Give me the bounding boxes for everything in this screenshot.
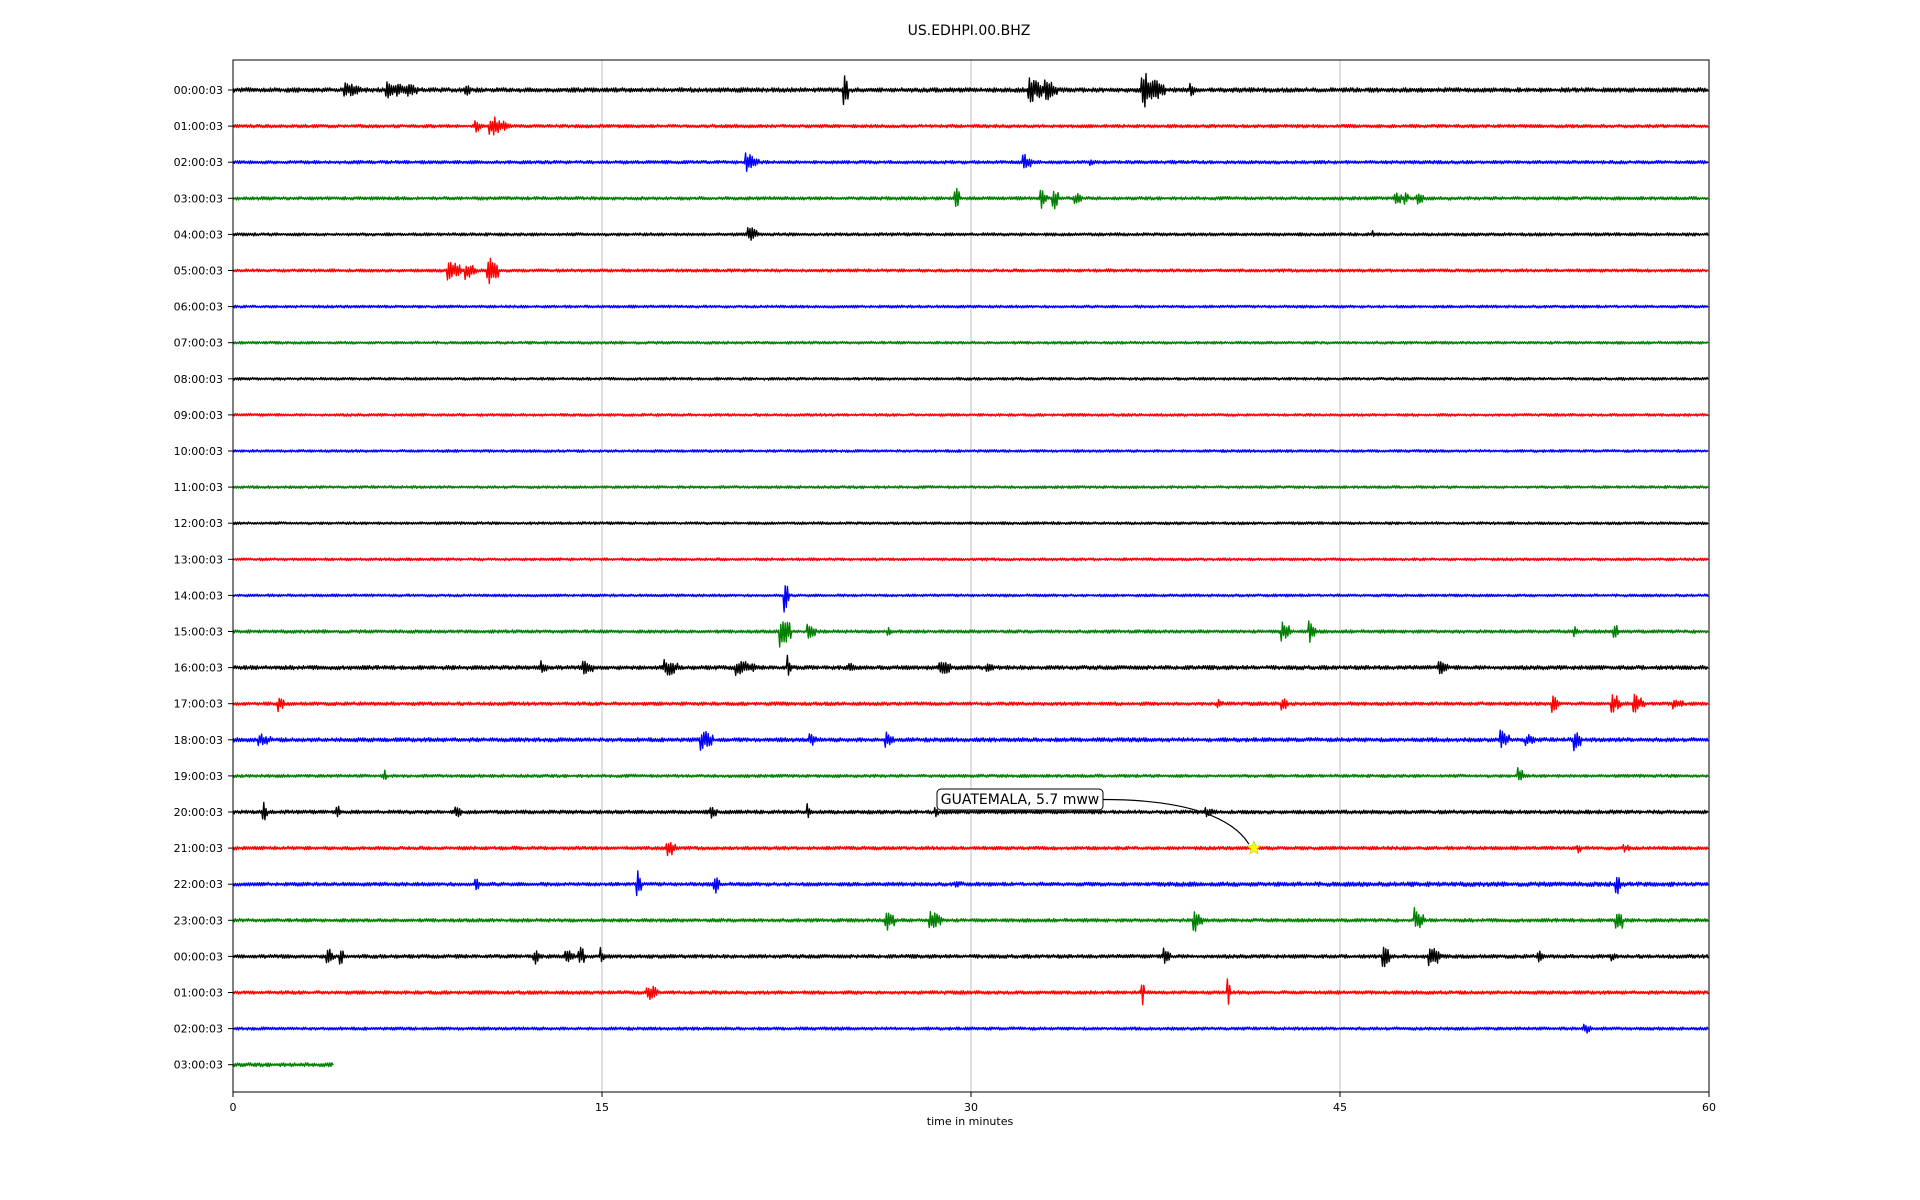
trace-time-label: 03:00:03 <box>174 192 223 205</box>
seismic-trace <box>232 227 1709 241</box>
seismic-trace <box>232 906 1709 932</box>
y-tick-labels: 00:00:03 01:00:03 02:00:03 03:00:03 04:00:03… <box>174 84 233 1072</box>
x-axis: 0 15 30 45 60 <box>230 1092 1716 1114</box>
seismic-trace <box>232 187 1709 210</box>
trace-time-label: 10:00:03 <box>174 445 223 458</box>
trace-time-label: 09:00:03 <box>174 409 223 422</box>
seismic-trace <box>232 801 1709 821</box>
seismic-trace <box>232 521 1709 526</box>
annotation-label: GUATEMALA, 5.7 mww <box>941 792 1100 808</box>
seismic-trace <box>232 620 1709 648</box>
annotation-group: GUATEMALA, 5.7 mww <box>936 788 1262 855</box>
event-star-marker <box>1246 840 1262 855</box>
trace-time-label: 06:00:03 <box>174 301 223 314</box>
seismic-trace <box>232 376 1709 381</box>
trace-time-label: 14:00:03 <box>174 589 223 602</box>
seismic-trace <box>232 654 1709 677</box>
trace-time-label: 18:00:03 <box>174 734 223 747</box>
seismic-trace <box>232 72 1709 108</box>
trace-time-label: 00:00:03 <box>174 950 223 963</box>
trace-time-label: 21:00:03 <box>174 842 223 855</box>
seismic-trace <box>232 946 1709 968</box>
trace-time-label: 13:00:03 <box>174 553 223 566</box>
trace-time-label: 16:00:03 <box>174 662 223 675</box>
seismic-trace <box>232 485 1709 490</box>
seismic-trace <box>232 767 1709 781</box>
chart-title: US.EDHPI.00.BHZ <box>908 23 1031 39</box>
seismic-trace <box>232 841 1709 857</box>
trace-group <box>232 72 1709 1068</box>
seismic-trace <box>232 257 1709 285</box>
x-tick-label: 0 <box>230 1101 237 1114</box>
plot-frame <box>232 59 1710 1093</box>
trace-time-label: 17:00:03 <box>174 698 223 711</box>
seismic-trace <box>232 1062 334 1068</box>
seismic-trace <box>232 304 1709 309</box>
seismic-trace <box>232 585 1709 613</box>
trace-time-label: 05:00:03 <box>174 265 223 278</box>
x-tick-label: 15 <box>595 1101 609 1114</box>
trace-time-label: 01:00:03 <box>174 987 223 1000</box>
trace-time-label: 12:00:03 <box>174 517 223 530</box>
x-tick-label: 45 <box>1333 1101 1347 1114</box>
trace-time-label: 22:00:03 <box>174 878 223 891</box>
trace-time-label: 00:00:03 <box>174 84 223 97</box>
seismic-trace <box>232 152 1709 172</box>
trace-time-label: 19:00:03 <box>174 770 223 783</box>
trace-time-label: 20:00:03 <box>174 806 223 819</box>
trace-time-label: 04:00:03 <box>174 228 223 241</box>
seismic-trace <box>232 729 1709 752</box>
x-axis-label: time in minutes <box>927 1115 1014 1128</box>
annotation-box <box>936 788 1104 811</box>
seismic-trace <box>232 340 1709 345</box>
x-tick-label: 60 <box>1702 1101 1716 1114</box>
seismic-trace <box>232 557 1709 562</box>
seismic-trace <box>232 116 1709 136</box>
seismic-trace <box>232 978 1709 1006</box>
trace-time-label: 08:00:03 <box>174 373 223 386</box>
seismic-trace <box>232 870 1709 897</box>
trace-time-label: 07:00:03 <box>174 337 223 350</box>
trace-time-label: 02:00:03 <box>174 156 223 169</box>
annotation-arrow <box>1102 798 1250 845</box>
trace-time-label: 15:00:03 <box>174 626 223 639</box>
trace-time-label: 11:00:03 <box>174 481 223 494</box>
seismic-trace <box>232 1023 1709 1034</box>
trace-time-label: 02:00:03 <box>174 1023 223 1036</box>
x-tick-label: 30 <box>964 1101 978 1114</box>
seismic-trace <box>232 693 1709 713</box>
trace-time-label: 01:00:03 <box>174 120 223 133</box>
seismic-trace <box>232 412 1709 417</box>
seismic-trace <box>232 449 1709 453</box>
trace-time-label: 03:00:03 <box>174 1059 223 1072</box>
trace-time-label: 23:00:03 <box>174 914 223 927</box>
